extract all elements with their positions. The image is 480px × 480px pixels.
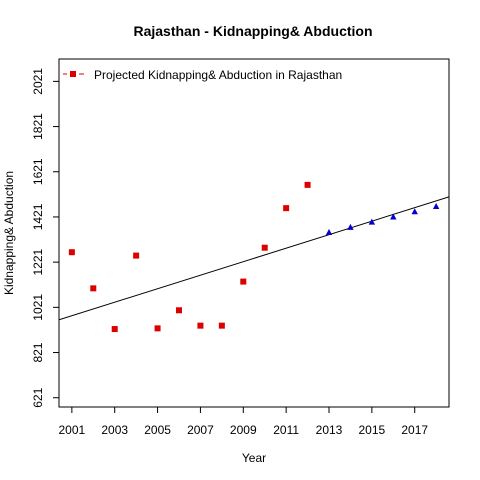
y-axis-label: Kidnapping& Abduction <box>2 171 16 295</box>
data-point-observed <box>133 252 140 259</box>
data-point-observed <box>154 325 161 332</box>
x-tick-label: 2001 <box>59 423 86 437</box>
y-tick-label: 1621 <box>31 158 45 185</box>
data-point-observed <box>218 322 225 329</box>
x-tick-label: 2011 <box>273 423 299 437</box>
y-tick-label: 2021 <box>31 68 45 95</box>
trend-line <box>59 196 449 321</box>
x-tick-label: 2015 <box>359 423 386 437</box>
data-points <box>68 181 440 333</box>
x-tick-label: 2013 <box>316 423 343 437</box>
data-point-projected <box>347 223 354 230</box>
y-axis: 621 821 1021 1221 1421 1621 1821 2021 <box>31 68 59 408</box>
plot-frame <box>58 58 450 408</box>
x-tick-label: 2005 <box>144 423 171 437</box>
data-point-observed <box>197 322 204 329</box>
x-tick-label: 2017 <box>401 423 428 437</box>
x-axis-label: Year <box>242 451 266 465</box>
y-tick-label: 621 <box>31 387 45 407</box>
x-tick-label: 2003 <box>101 423 128 437</box>
data-point-observed <box>68 249 75 256</box>
data-point-projected <box>325 229 333 236</box>
data-point-observed <box>176 307 182 314</box>
y-tick-label: 1421 <box>31 203 45 230</box>
data-point-observed <box>111 326 118 333</box>
chart-title: Rajasthan - Kidnapping& Abduction <box>133 23 372 39</box>
data-point-projected <box>390 213 397 220</box>
data-point-observed <box>283 205 290 212</box>
data-point-observed <box>304 181 311 188</box>
x-tick-label: 2007 <box>187 423 214 437</box>
legend: Projected Kidnapping& Abduction in Rajas… <box>63 68 342 82</box>
y-tick-label: 821 <box>31 342 45 362</box>
x-axis: 2001 2003 2005 2007 2009 2011 2013 2015 2017 <box>59 407 428 437</box>
legend-label: Projected Kidnapping& Abduction in Rajas… <box>94 68 342 82</box>
legend-marker <box>70 71 76 77</box>
y-tick-label: 1021 <box>31 294 45 321</box>
x-tick-label: 2009 <box>230 423 257 437</box>
data-point-projected <box>432 203 440 210</box>
y-tick-label: 1221 <box>31 248 45 275</box>
data-point-observed <box>240 278 247 285</box>
y-tick-label: 1821 <box>31 113 45 140</box>
data-point-observed <box>90 285 97 292</box>
data-point-observed <box>261 244 268 251</box>
data-point-projected <box>368 218 376 225</box>
data-point-projected <box>411 208 418 215</box>
